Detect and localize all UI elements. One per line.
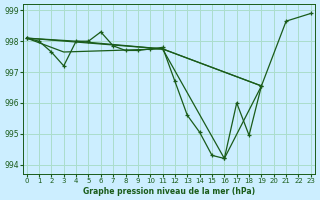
X-axis label: Graphe pression niveau de la mer (hPa): Graphe pression niveau de la mer (hPa) <box>83 187 255 196</box>
